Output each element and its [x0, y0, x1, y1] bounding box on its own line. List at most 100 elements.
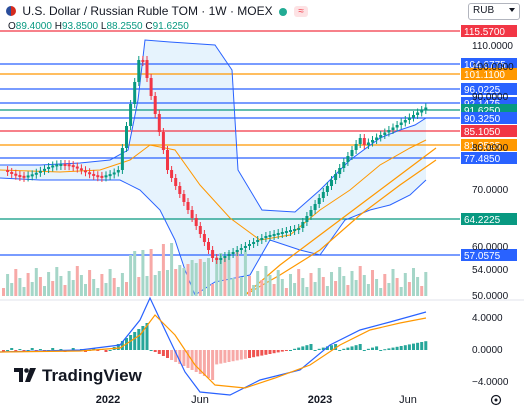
candle[interactable]	[375, 137, 379, 141]
candle[interactable]	[391, 127, 395, 131]
candle[interactable]	[174, 178, 178, 186]
candle[interactable]	[194, 218, 198, 226]
candle[interactable]	[6, 170, 10, 172]
candle[interactable]	[198, 226, 202, 234]
candle[interactable]	[182, 194, 186, 202]
candle[interactable]	[358, 138, 362, 144]
candle[interactable]	[145, 60, 149, 78]
candle[interactable]	[38, 170, 42, 173]
candle[interactable]	[153, 96, 157, 114]
candle[interactable]	[395, 125, 399, 128]
candle[interactable]	[100, 175, 104, 178]
candle[interactable]	[293, 229, 297, 231]
candle[interactable]	[223, 256, 227, 258]
candle[interactable]	[47, 166, 51, 169]
candle[interactable]	[346, 156, 350, 162]
candle[interactable]	[18, 175, 22, 178]
candle[interactable]	[416, 112, 420, 116]
candle[interactable]	[231, 252, 235, 254]
candle[interactable]	[366, 142, 370, 146]
candle[interactable]	[268, 235, 272, 237]
candle[interactable]	[51, 165, 55, 168]
candle[interactable]	[219, 258, 223, 260]
candle[interactable]	[313, 204, 317, 210]
candle[interactable]	[43, 168, 46, 171]
candle[interactable]	[338, 168, 342, 174]
candle[interactable]	[71, 165, 75, 168]
candle[interactable]	[129, 104, 133, 126]
candle[interactable]	[215, 258, 219, 260]
candle[interactable]	[403, 120, 407, 123]
delayed-badge[interactable]: ≈	[294, 6, 308, 18]
candle[interactable]	[92, 173, 96, 176]
candle[interactable]	[252, 242, 256, 244]
candle[interactable]	[84, 170, 87, 173]
settings-icon[interactable]	[490, 394, 502, 406]
candle[interactable]	[264, 236, 268, 238]
tradingview-logo[interactable]: TradingView	[14, 366, 142, 386]
candle[interactable]	[321, 192, 325, 198]
candle[interactable]	[243, 246, 247, 248]
candle[interactable]	[116, 170, 120, 173]
candle[interactable]	[141, 60, 145, 62]
candle[interactable]	[157, 114, 161, 132]
candle[interactable]	[186, 202, 190, 210]
candle[interactable]	[227, 254, 231, 256]
candle[interactable]	[387, 130, 391, 133]
candle[interactable]	[235, 250, 239, 252]
candle[interactable]	[202, 234, 206, 242]
candle[interactable]	[362, 138, 366, 145]
candle[interactable]	[149, 78, 153, 96]
currency-select[interactable]: RUB	[468, 3, 520, 20]
candle[interactable]	[334, 174, 338, 180]
candle[interactable]	[350, 150, 354, 156]
candle[interactable]	[354, 144, 358, 150]
candle[interactable]	[272, 234, 276, 236]
candle[interactable]	[79, 168, 83, 171]
candle[interactable]	[207, 242, 210, 250]
candle[interactable]	[34, 172, 38, 175]
candle[interactable]	[10, 171, 14, 174]
candle[interactable]	[342, 162, 346, 168]
candle[interactable]	[125, 126, 128, 148]
candle[interactable]	[137, 60, 141, 82]
symbol-title-row[interactable]: U.S. Dollar / Russian Ruble TOM · 1W · M…	[6, 4, 308, 18]
candle[interactable]	[379, 135, 383, 138]
candle[interactable]	[260, 238, 264, 240]
candle[interactable]	[14, 173, 18, 176]
candle[interactable]	[178, 186, 182, 194]
candle[interactable]	[325, 186, 329, 192]
candle[interactable]	[280, 232, 284, 234]
candle[interactable]	[399, 122, 403, 126]
candle[interactable]	[305, 216, 309, 222]
candle[interactable]	[211, 250, 215, 258]
candle[interactable]	[108, 174, 112, 177]
candle[interactable]	[22, 175, 26, 178]
candle[interactable]	[161, 132, 165, 150]
candle[interactable]	[30, 174, 34, 177]
candle[interactable]	[248, 244, 251, 246]
candle[interactable]	[407, 117, 411, 121]
candle[interactable]	[63, 164, 67, 167]
candle[interactable]	[26, 175, 30, 178]
candle[interactable]	[412, 115, 415, 118]
candle[interactable]	[55, 164, 59, 167]
candle[interactable]	[289, 230, 292, 232]
candle[interactable]	[96, 175, 100, 178]
candle[interactable]	[420, 110, 424, 113]
candle[interactable]	[166, 150, 169, 170]
candle[interactable]	[190, 210, 194, 218]
candle[interactable]	[284, 231, 288, 233]
candle[interactable]	[67, 164, 71, 167]
candle[interactable]	[112, 172, 116, 175]
candle[interactable]	[330, 180, 333, 186]
candle[interactable]	[424, 107, 428, 111]
candle[interactable]	[297, 228, 301, 230]
candle[interactable]	[256, 240, 260, 242]
candle[interactable]	[317, 198, 321, 204]
candle[interactable]	[133, 82, 137, 104]
candle[interactable]	[75, 166, 79, 169]
candle[interactable]	[239, 248, 243, 250]
candle[interactable]	[104, 175, 108, 178]
candle[interactable]	[170, 170, 174, 178]
